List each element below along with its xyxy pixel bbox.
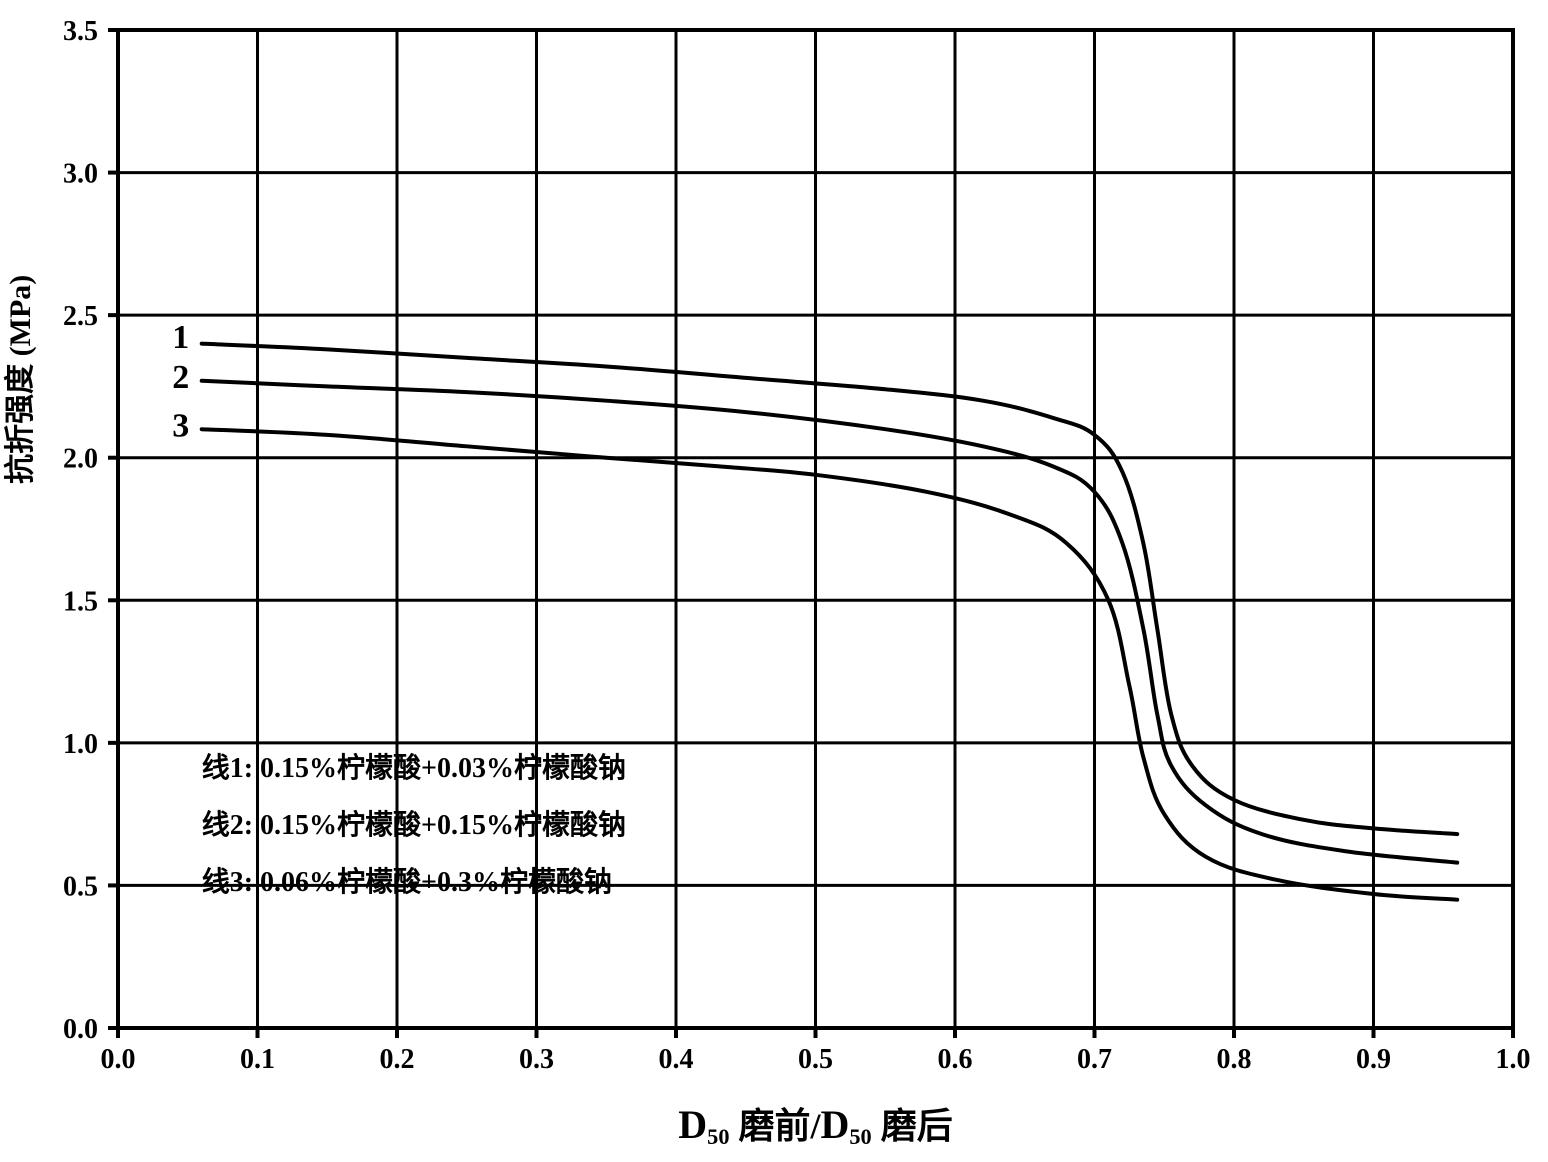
legend-item: 线1: 0.15%柠檬酸+0.03%柠檬酸钠: [202, 752, 626, 784]
y-tick-label: 0.5: [63, 871, 98, 902]
x-tick-label: 0.7: [1077, 1044, 1112, 1075]
x-axis-title: D50 磨前/D50 磨后: [678, 1102, 952, 1149]
x-tick-label: 0.3: [519, 1044, 554, 1075]
x-tick-label: 0.0: [101, 1044, 136, 1075]
y-tick-label: 3.5: [63, 16, 98, 47]
legend-item: 线3: 0.06%柠檬酸+0.3%柠檬酸钠: [202, 866, 612, 898]
y-tick-labels: 0.0 0.5 1.0 1.5 2.0 2.5 3.0 3.5: [63, 16, 98, 1045]
x-tick-label: 0.4: [659, 1044, 694, 1075]
x-tick-label: 0.1: [240, 1044, 275, 1075]
x-tick-label: 0.9: [1356, 1044, 1391, 1075]
x-tick-label: 0.5: [798, 1044, 833, 1075]
x-tick-labels: 0.0 0.1 0.2 0.3 0.4 0.5 0.6 0.7 0.8 0.9 1.0: [101, 1044, 1531, 1075]
x-tick-label: 1.0: [1496, 1044, 1531, 1075]
series-labels: 12 3: [172, 319, 189, 444]
y-tick-label: 1.0: [63, 729, 98, 760]
legend-item: 线2: 0.15%柠檬酸+0.15%柠檬酸钠: [202, 809, 626, 841]
x-tick-label: 0.8: [1217, 1044, 1252, 1075]
series-label-line1: 1: [172, 319, 189, 356]
x-tick-label: 0.6: [938, 1044, 973, 1075]
y-tick-label: 3.0: [63, 159, 98, 190]
series-label-line3: 3: [172, 407, 189, 444]
x-tick-label: 0.2: [380, 1044, 415, 1075]
legend: 线1: 0.15%柠檬酸+0.03%柠檬酸钠线2: 0.15%柠檬酸+0.15%…: [202, 752, 626, 898]
line-chart: 12 3 0.0 0.1 0.2 0.3 0.4 0.5 0.6 0.7 0.8 0.9 1.0 0.…: [0, 0, 1548, 1162]
y-tick-label: 2.0: [63, 444, 98, 475]
y-axis-title: 抗折强度 (MPa): [3, 275, 37, 484]
y-tick-label: 0.0: [63, 1014, 98, 1045]
y-tick-label: 1.5: [63, 586, 98, 617]
series-label-line2: 2: [172, 359, 189, 396]
y-tick-label: 2.5: [63, 301, 98, 332]
chart-container: 12 3 0.0 0.1 0.2 0.3 0.4 0.5 0.6 0.7 0.8 0.9 1.0 0.…: [0, 0, 1548, 1162]
